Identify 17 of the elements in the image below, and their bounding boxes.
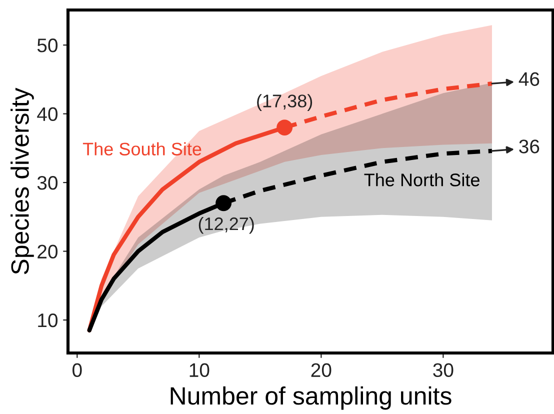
annotation: (17,38)	[257, 94, 312, 111]
x-axis-title: Number of sampling units	[170, 386, 452, 410]
y-tick-label: 10	[38, 313, 58, 328]
x-tick-label: 10	[190, 363, 210, 378]
annotation: (12,27)	[198, 216, 254, 234]
y-tick-label: 20	[38, 244, 58, 259]
annotation: 46	[518, 72, 540, 86]
x-tick-label: 0	[72, 363, 82, 378]
y-axis-title: Species diversity	[10, 88, 34, 274]
annotation: 36	[519, 140, 540, 154]
y-tick-label: 40	[37, 107, 58, 122]
text: The South Site	[82, 142, 202, 156]
y-tick-label: 30	[37, 176, 58, 190]
x-tick-label: 20	[311, 363, 332, 378]
y-tick-label: 50	[37, 38, 58, 52]
series-label: The North Site	[364, 173, 480, 186]
x-tick-label: 30	[433, 363, 454, 378]
